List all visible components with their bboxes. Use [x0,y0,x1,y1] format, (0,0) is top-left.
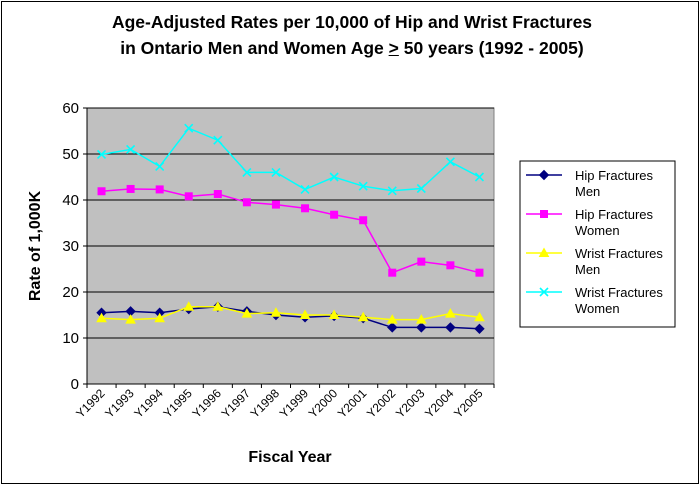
data-point [416,322,427,333]
data-point [242,198,251,207]
data-point [184,192,193,201]
data-point [96,312,107,323]
series-line-1 [101,188,480,274]
data-point [126,184,135,193]
data-point [271,200,280,209]
data-point [241,308,253,318]
chart-title-line-2: in Ontario Men and Women Age > 50 years … [2,38,700,59]
data-point [474,311,485,322]
series-line-2 [101,305,480,321]
x-tick-labels: Y1992Y1993Y1994Y1995Y1996Y1997Y1998Y1999… [73,386,486,421]
data-point [417,257,426,266]
data-point [242,167,252,177]
legend-marker [539,287,549,297]
legend-marker [538,247,550,257]
data-point [97,187,106,196]
legend-entry-line-2: Women [575,301,620,316]
data-point [154,312,166,323]
data-point [388,268,397,277]
data-point [329,172,339,182]
data-point [212,301,224,311]
x-tick-label: Y1993 [102,386,137,421]
legend-entry-line-2: Men [575,184,600,199]
y-tick-label: 10 [62,330,79,347]
data-point [213,135,223,145]
y-tick-label: 20 [62,284,79,301]
chart-title-line-2-end: 50 years (1992 - 2005) [398,38,584,58]
y-tick-label: 0 [71,376,79,393]
data-point [358,181,368,191]
data-point [387,186,397,196]
data-point [359,216,368,225]
y-tick-labels: 0 10 20 30 40 50 60 [62,100,79,393]
data-point [155,161,165,171]
chart-title-line-2-start: in Ontario Men and Women Age [120,38,389,58]
x-tick-label: Y1998 [248,386,283,421]
x-tick-label: Y2001 [335,386,370,421]
data-point [474,323,485,335]
legend-box [519,160,676,328]
y-tick-label: 40 [62,192,79,209]
x-tick-label: Y1997 [219,386,254,421]
data-point [270,307,282,317]
y-axis-label: Rate of 1,000K [27,190,44,301]
data-point [387,322,398,333]
x-tick-label: Y2002 [364,386,399,421]
data-point [301,204,310,213]
legend-entry-line-1: Wrist Fractures [575,285,663,300]
legend-marker [538,169,550,181]
y-tick-label: 30 [62,238,79,255]
data-point [445,157,455,167]
data-point [386,314,398,324]
data-point [474,172,485,182]
data-point [125,314,136,324]
x-tick-label: Y1994 [131,386,166,421]
y-tick-label: 50 [62,146,79,163]
data-point [213,190,222,199]
data-point [416,183,426,194]
data-point [445,308,456,318]
x-tick-label: Y1995 [160,386,195,421]
data-point [415,314,427,324]
data-point [357,311,369,322]
x-tick-label: Y2004 [422,386,457,421]
x-tick-label: Y2005 [451,386,486,421]
series-line-3 [101,127,480,192]
y-tick-label: 60 [62,100,79,117]
data-point [184,123,194,133]
series-lines [96,123,485,335]
greater-equal-symbol: > [388,38,399,58]
data-point [126,144,136,154]
axes [86,108,494,385]
x-tick-label: Y1999 [277,386,312,421]
data-point [330,210,339,219]
data-point [155,185,164,194]
legend-entry-line-1: Wrist Fractures [575,246,663,261]
data-point [475,268,484,277]
data-point [446,261,455,270]
data-point [300,184,310,194]
x-axis-label: Fiscal Year [248,449,331,466]
gridlines [83,107,495,388]
legend-entry-line-1: Hip Fractures [575,207,654,222]
data-point [328,309,340,319]
data-point [96,149,107,160]
chart-title-line-1: Age-Adjusted Rates per 10,000 of Hip and… [111,12,593,32]
legend-entry-line-1: Hip Fractures [575,168,654,183]
data-point [445,322,456,333]
data-point [271,167,281,177]
legend-entry-line-2: Women [575,223,620,238]
x-tick-label: Y1996 [190,386,225,421]
data-point [299,309,311,319]
data-point [183,301,195,311]
x-tick-label: Y2000 [306,386,341,421]
legend-marker [540,210,548,218]
x-tick-label: Y2003 [393,386,428,421]
legend-entry-line-2: Men [575,262,600,277]
